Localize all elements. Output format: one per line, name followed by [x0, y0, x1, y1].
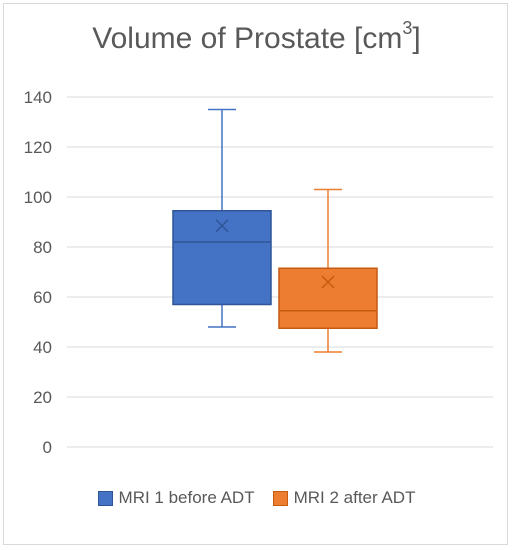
chart-frame: Volume of Prostate [cm3] 0 20 40 60 80 100 120…	[3, 3, 508, 545]
chart-title-text: Volume of Prostate [cm	[92, 22, 403, 55]
y-tick-label: 0	[43, 438, 52, 457]
y-tick-label: 140	[24, 88, 52, 107]
y-tick-label: 20	[33, 388, 52, 407]
legend-label-mri2: MRI 2 after ADT	[293, 488, 416, 507]
y-tick-label: 40	[33, 338, 52, 357]
legend-item-mri2: MRI 2 after ADT	[272, 488, 416, 508]
y-tick-label: 100	[24, 188, 52, 207]
legend-swatch-mri1	[97, 490, 113, 506]
legend-label-mri1: MRI 1 before ADT	[118, 488, 255, 507]
plot-area: 0 20 40 60 80 100 120 140	[24, 88, 493, 457]
chart-title-superscript: 3	[402, 18, 413, 38]
mean-marker	[215, 219, 229, 233]
chart-title-suffix: ]	[412, 22, 421, 55]
y-tick-label: 60	[33, 288, 52, 307]
y-tick-label: 80	[33, 238, 52, 257]
legend-item-mri1: MRI 1 before ADT	[97, 488, 255, 508]
legend-swatch-mri2	[272, 490, 288, 506]
legend: MRI 1 before ADT MRI 2 after ADT	[4, 488, 509, 508]
mean-marker	[321, 275, 335, 289]
chart-title: Volume of Prostate [cm3]	[4, 19, 509, 56]
y-tick-label: 120	[24, 138, 52, 157]
box	[278, 267, 378, 329]
